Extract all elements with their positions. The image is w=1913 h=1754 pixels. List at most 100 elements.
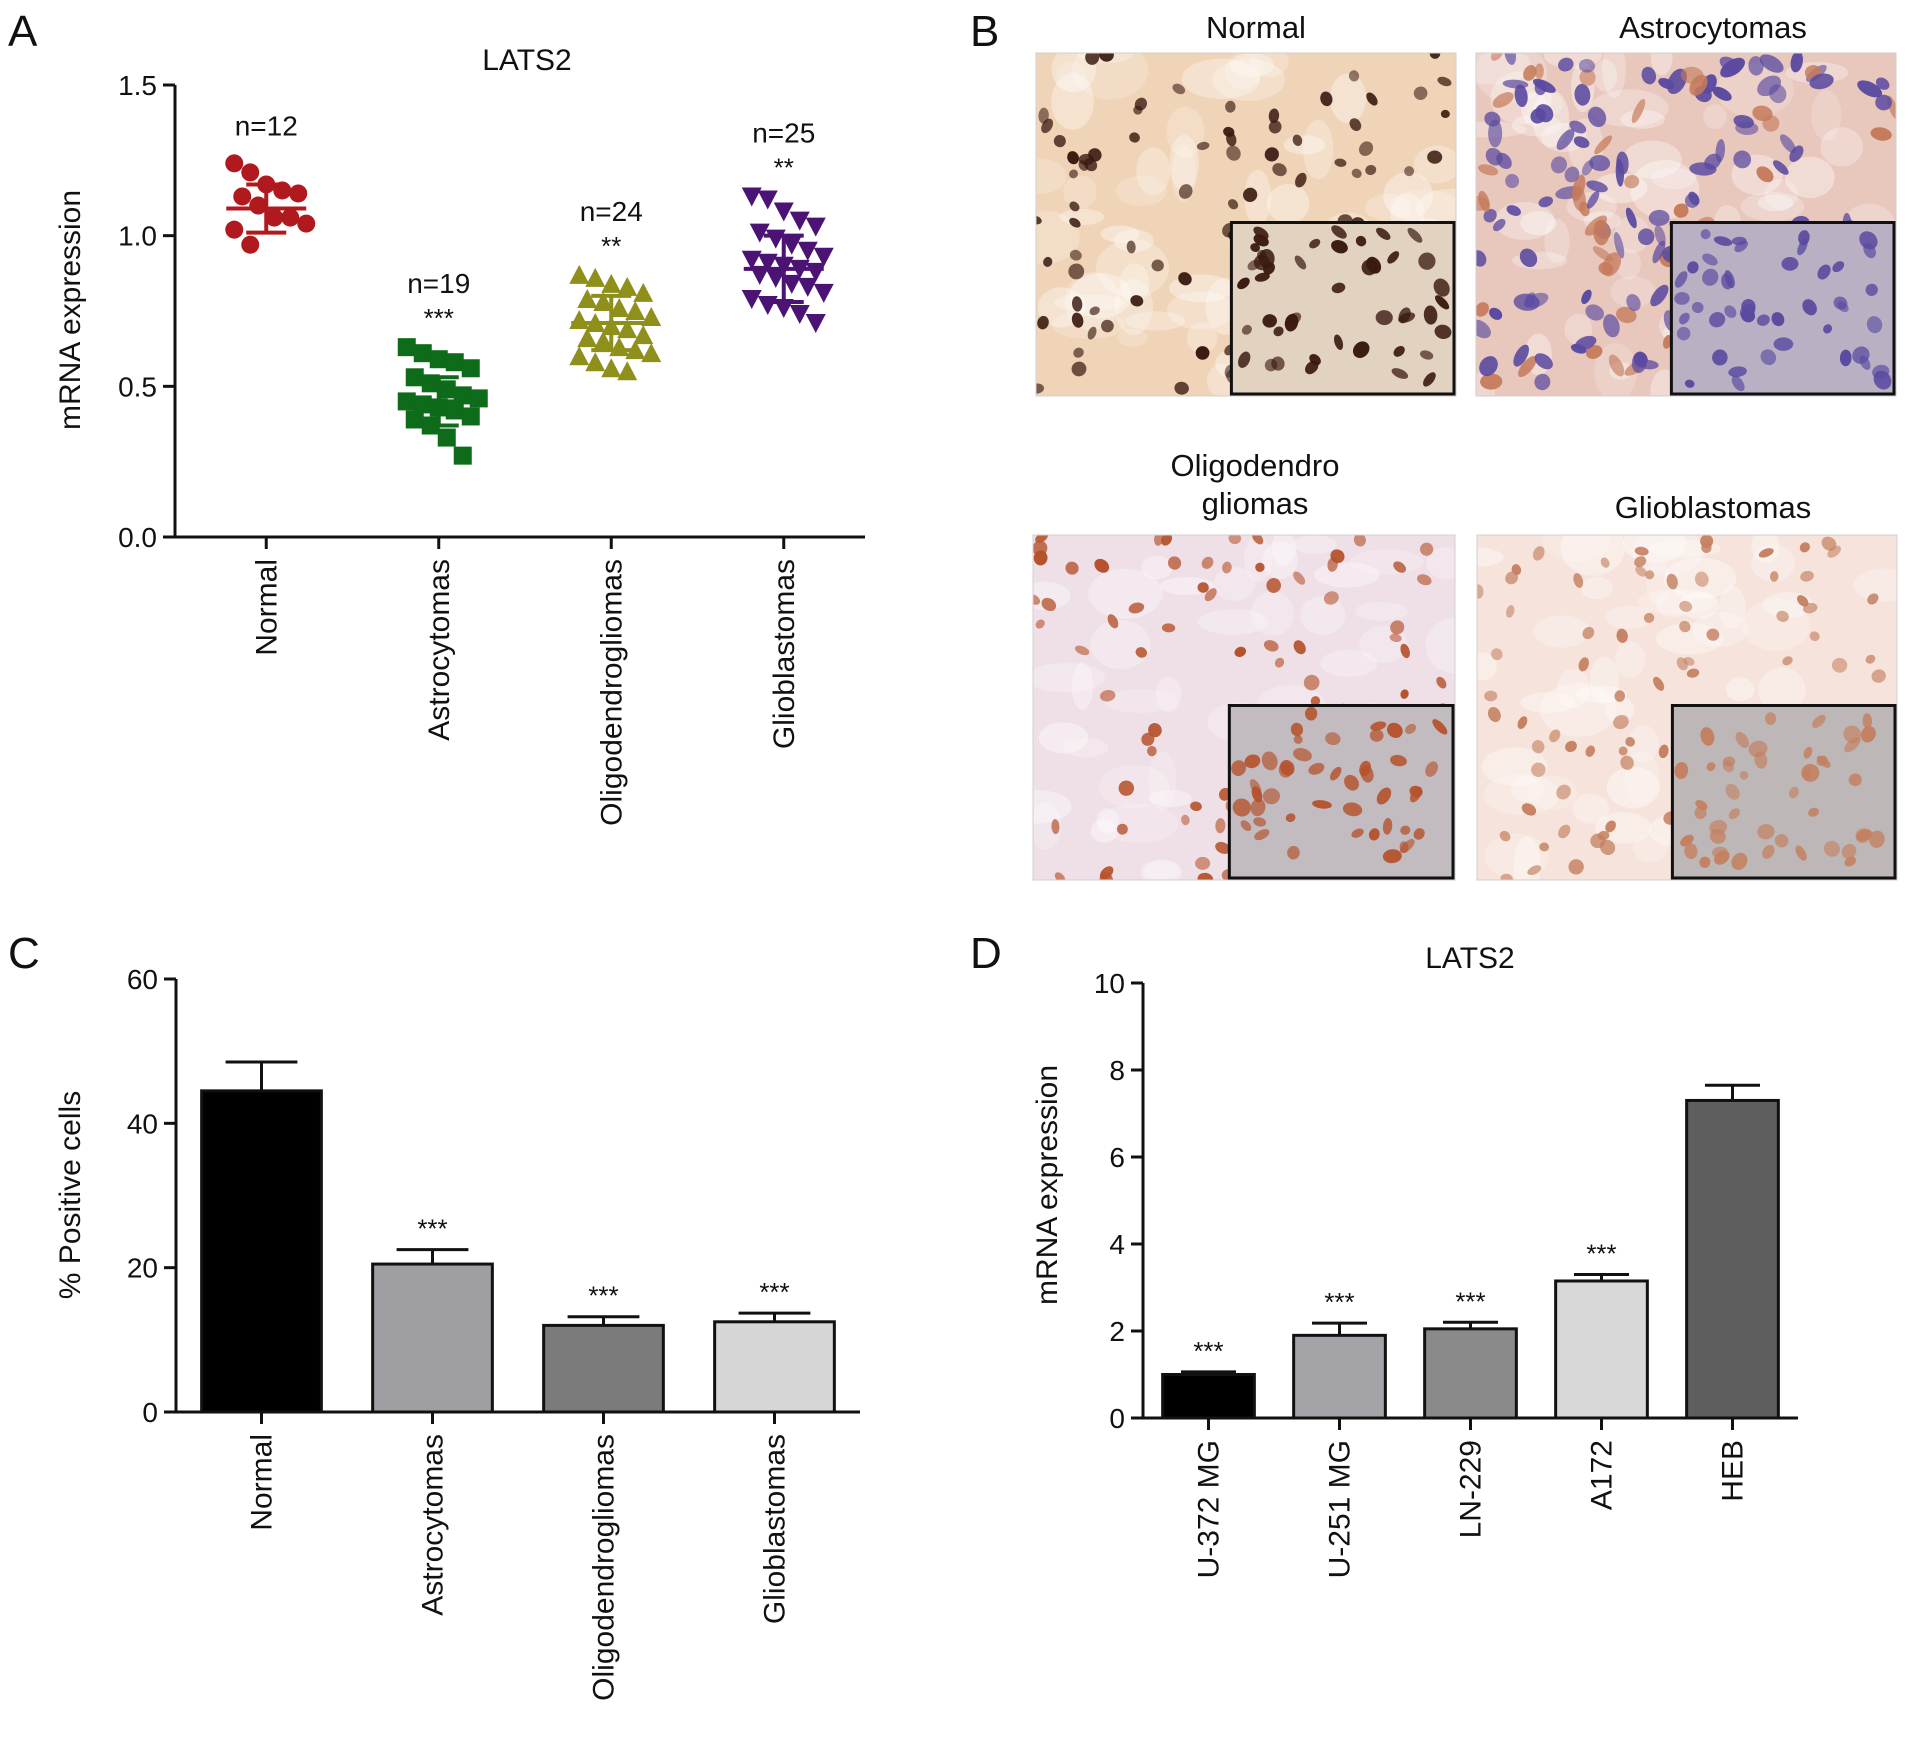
micrograph-cell — [1571, 174, 1586, 202]
micrograph-cell — [1427, 150, 1443, 164]
micrograph-cell — [1531, 740, 1545, 754]
panel-a-point-normal — [297, 214, 316, 233]
micrograph-inset-cell — [1808, 807, 1819, 817]
micrograph-texture — [1811, 90, 1842, 141]
micrograph-inset-cell — [1420, 350, 1434, 360]
micrograph-cell — [1530, 108, 1546, 124]
panel-a-y-tick-label: 1.5 — [118, 70, 157, 101]
micrograph-cell — [1648, 209, 1670, 226]
micrograph-texture — [1136, 147, 1171, 196]
micrograph-cell — [1037, 315, 1049, 330]
micrograph-cell — [1615, 159, 1624, 187]
panel-a-point-astrocytomas — [469, 389, 488, 408]
micrograph-texture — [1141, 555, 1173, 580]
panel-a-point-oligodendrogliomas — [577, 288, 598, 308]
micrograph-inset-cell — [1756, 314, 1770, 326]
micrograph-cell — [1089, 306, 1100, 316]
micrograph-cell — [1069, 217, 1081, 228]
micrograph-texture — [1632, 535, 1703, 576]
micrograph-inset-cell — [1866, 316, 1883, 334]
micrograph-texture — [1527, 775, 1578, 810]
micrograph-cell — [1756, 166, 1774, 183]
micrograph-inset-cell — [1262, 314, 1277, 328]
micrograph-cell — [1759, 54, 1784, 73]
panel-a-point-glioblastomas — [741, 187, 762, 207]
panel-d-y-tick-label: 2 — [1109, 1316, 1125, 1347]
micrograph-cell — [1067, 151, 1079, 165]
micrograph-cell — [1556, 784, 1571, 800]
micrograph-inset-cell — [1699, 856, 1711, 868]
micrograph-texture — [1651, 167, 1697, 190]
micrograph-texture — [1703, 104, 1727, 129]
micrograph-cell — [1662, 334, 1673, 349]
micrograph-texture — [1574, 685, 1627, 703]
micrograph-cell — [1134, 97, 1148, 111]
micrograph-inset-cell — [1433, 278, 1450, 297]
micrograph-cell — [1366, 92, 1378, 106]
micrograph-inset-cell — [1264, 358, 1278, 372]
micrograph-texture — [1148, 751, 1177, 811]
micrograph-texture — [1481, 747, 1548, 786]
micrograph-cell — [1174, 381, 1189, 395]
micrograph-cell — [1400, 689, 1409, 699]
micrograph-cell — [1589, 154, 1611, 172]
micrograph-inset-cell — [1409, 786, 1422, 803]
micrograph-texture — [1063, 175, 1097, 209]
micrograph-texture — [1580, 577, 1613, 600]
micrograph-texture — [1033, 789, 1072, 824]
micrograph-texture — [1059, 208, 1105, 226]
micrograph-inset-cell — [1855, 828, 1871, 843]
micrograph-texture — [1069, 272, 1132, 319]
panel-a-significance-glioblastomas: ** — [774, 152, 794, 182]
panel-a-point-oligodendrogliomas — [633, 282, 654, 302]
micrograph-inset-cell — [1862, 713, 1873, 730]
micrograph-cell — [1274, 657, 1285, 668]
panel-a-point-glioblastomas — [757, 190, 778, 210]
micrograph-inset-cell — [1739, 770, 1749, 780]
panel-letter-d: D — [970, 929, 1002, 978]
micrograph-cell — [1581, 289, 1592, 305]
panel-a-point-glioblastomas — [797, 277, 818, 297]
micrograph-cell — [1679, 620, 1691, 633]
panel-a-point-glioblastomas — [765, 268, 786, 288]
micrograph-inset-cell — [1760, 349, 1777, 366]
micrograph-cell — [1492, 92, 1514, 108]
micrograph-texture — [1117, 329, 1148, 347]
micrograph-inset-cell — [1368, 828, 1380, 841]
panel-a-point-astrocytomas — [445, 353, 464, 372]
micrograph-cell — [1625, 737, 1635, 747]
micrograph-astrocytomas: Astrocytomas — [1475, 10, 1897, 397]
panel-a-point-glioblastomas — [805, 217, 826, 237]
micrograph-inset-cell — [1802, 299, 1817, 316]
micrograph-inset-cell — [1387, 251, 1400, 264]
micrograph-texture — [1656, 623, 1723, 655]
micrograph-inset-cell — [1253, 817, 1266, 827]
micrograph-cell — [1821, 536, 1837, 551]
micrograph-inset-cell — [1262, 788, 1281, 805]
micrograph-texture — [1622, 140, 1682, 179]
panel-d-bar-a172 — [1554, 1279, 1649, 1420]
panel-a-title: LATS2 — [482, 44, 572, 77]
micrograph-cell — [1491, 648, 1503, 661]
micrograph-inset-cell — [1238, 351, 1251, 368]
micrograph-cell — [1413, 86, 1428, 100]
panel-a-point-oligodendrogliomas — [577, 328, 598, 348]
micrograph-texture — [1055, 61, 1087, 92]
micrograph-cell — [1613, 714, 1629, 730]
micrograph-cell — [1351, 168, 1362, 179]
micrograph-texture — [1320, 649, 1378, 677]
micrograph-texture — [1785, 156, 1835, 199]
micrograph-cell — [1539, 842, 1550, 852]
micrograph-cell — [1404, 166, 1415, 177]
micrograph-cell — [1310, 696, 1321, 706]
micrograph-cell — [1197, 872, 1214, 880]
micrograph-cell — [1733, 114, 1754, 129]
micrograph-inset-cell — [1309, 238, 1321, 249]
panel-a-x-tick-label-glioblastomas: Glioblastomas — [768, 559, 801, 749]
micrograph-texture — [1225, 53, 1262, 90]
micrograph-cell — [1614, 232, 1625, 259]
micrograph-inset-cell — [1366, 256, 1382, 274]
micrograph-inset-cell — [1762, 844, 1775, 859]
micrograph-texture — [1589, 656, 1619, 704]
micrograph-cell — [1099, 872, 1114, 880]
